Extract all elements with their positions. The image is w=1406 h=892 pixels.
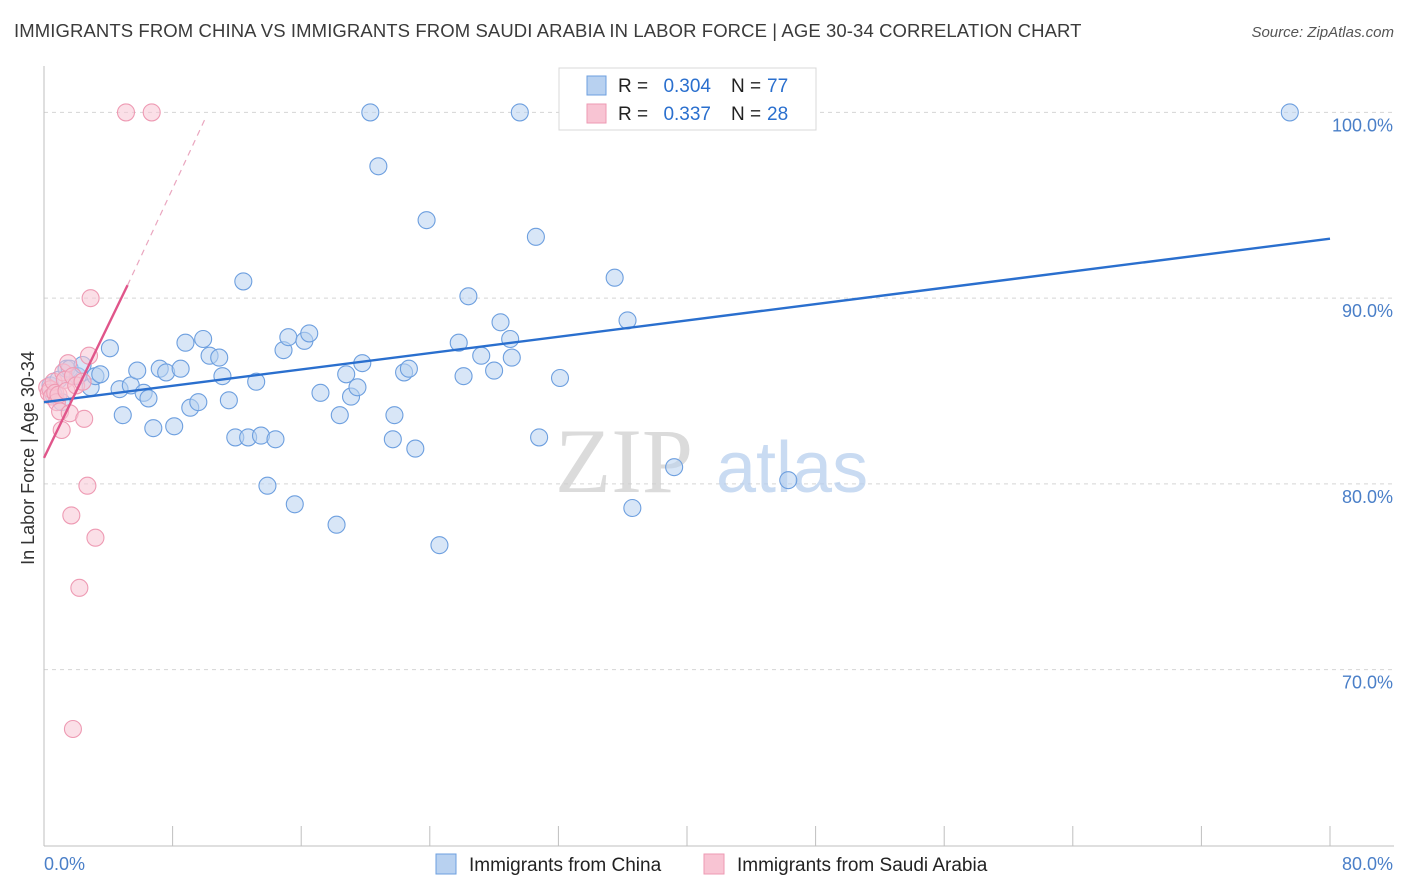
- y-tick-label: 100.0%: [1332, 115, 1393, 135]
- data-point: [417, 211, 436, 230]
- data-point: [605, 268, 624, 287]
- legend-swatch: [586, 75, 607, 96]
- data-point: [176, 333, 195, 352]
- legend-r-value: 0.304: [663, 76, 711, 97]
- data-point: [779, 471, 798, 490]
- legend-n-label: N =: [731, 104, 761, 125]
- data-point: [139, 389, 158, 408]
- data-point: [142, 103, 161, 122]
- data-point: [171, 359, 190, 378]
- data-point: [327, 515, 346, 534]
- data-point: [63, 719, 82, 739]
- legend-r-label: R =: [618, 76, 648, 97]
- data-point: [361, 103, 380, 122]
- bottom-legend-swatch: [703, 853, 725, 875]
- data-point: [258, 476, 277, 495]
- y-tick-label: 90.0%: [1342, 301, 1393, 321]
- data-point: [75, 409, 94, 428]
- data-point: [285, 495, 304, 514]
- data-point: [234, 272, 253, 291]
- chart-source: Source: ZipAtlas.com: [1251, 24, 1394, 41]
- legend-n-value: 77: [767, 76, 788, 97]
- data-point: [348, 378, 367, 397]
- data-point: [430, 536, 449, 555]
- data-point: [128, 361, 147, 380]
- data-point: [665, 458, 684, 477]
- y-axis-title: In Labor Force | Age 30-34: [18, 351, 38, 565]
- data-point: [113, 406, 132, 425]
- data-point: [501, 329, 520, 349]
- legend-r-label: R =: [618, 104, 648, 125]
- watermark-atlas: atlas: [716, 428, 868, 508]
- data-point: [194, 329, 213, 349]
- data-point: [189, 393, 208, 412]
- legend-top: R = 0.304 N = 77 R = 0.337 N = 28: [558, 67, 817, 131]
- x-tick-label: 0.0%: [44, 854, 85, 874]
- legend-bottom: Immigrants from China Immigrants from Sau…: [435, 853, 988, 876]
- trendline-saudi-extension: [127, 115, 207, 286]
- data-point: [100, 339, 119, 358]
- data-point: [219, 391, 238, 410]
- data-point: [383, 430, 402, 449]
- legend-r-value: 0.337: [663, 104, 711, 125]
- data-point: [485, 361, 504, 380]
- data-point: [165, 417, 184, 436]
- bottom-legend-swatch: [435, 853, 457, 875]
- series-china-points: [41, 103, 1299, 555]
- data-point: [116, 103, 136, 122]
- data-point: [79, 346, 99, 365]
- bottom-legend-label: Immigrants from China: [469, 855, 662, 876]
- grid-layer: [44, 111, 1394, 671]
- data-point: [78, 476, 97, 495]
- data-point: [91, 365, 110, 384]
- points-layer: [38, 103, 1299, 739]
- data-point: [385, 406, 404, 425]
- trendline-china: [43, 237, 1331, 404]
- data-point: [526, 227, 545, 246]
- data-point: [369, 157, 388, 176]
- data-point: [213, 367, 232, 386]
- legend-n-label: N =: [731, 76, 761, 97]
- data-point: [502, 348, 521, 367]
- data-point: [491, 313, 510, 332]
- bottom-legend-label: Immigrants from Saudi Arabia: [737, 855, 988, 876]
- data-point: [623, 498, 642, 518]
- series-saudi-points: [38, 103, 161, 739]
- data-point: [210, 348, 229, 367]
- legend-swatch: [586, 103, 607, 124]
- data-point: [62, 506, 81, 525]
- axis-layer: 100.0% 90.0% 80.0% 70.0% 0.0% 80.0%: [43, 66, 1394, 874]
- data-point: [454, 367, 473, 386]
- data-point: [300, 324, 319, 343]
- data-point: [510, 103, 529, 122]
- data-point: [337, 365, 356, 384]
- y-tick-label: 70.0%: [1342, 673, 1393, 693]
- y-tick-label: 80.0%: [1342, 487, 1393, 507]
- data-point: [144, 419, 163, 438]
- data-point: [86, 528, 105, 547]
- data-point: [266, 430, 285, 449]
- data-point: [330, 406, 349, 425]
- x-tick-label: 80.0%: [1342, 854, 1393, 874]
- chart-title: IMMIGRANTS FROM CHINA VS IMMIGRANTS FROM…: [14, 20, 1082, 41]
- trend-layer: [42, 115, 1331, 459]
- data-point: [472, 346, 491, 365]
- data-point: [399, 359, 418, 378]
- trendline-saudi: [42, 284, 129, 459]
- data-point: [279, 328, 298, 347]
- data-point: [311, 383, 330, 402]
- data-point: [406, 439, 425, 458]
- data-point: [449, 333, 468, 352]
- data-point: [247, 372, 266, 391]
- data-point: [70, 578, 89, 597]
- legend-n-value: 28: [767, 104, 788, 125]
- data-point: [550, 368, 570, 388]
- data-point: [459, 287, 478, 306]
- data-point: [81, 289, 100, 308]
- data-point: [530, 428, 549, 447]
- data-point: [1280, 103, 1299, 122]
- watermark: ZIP atlas: [555, 410, 868, 512]
